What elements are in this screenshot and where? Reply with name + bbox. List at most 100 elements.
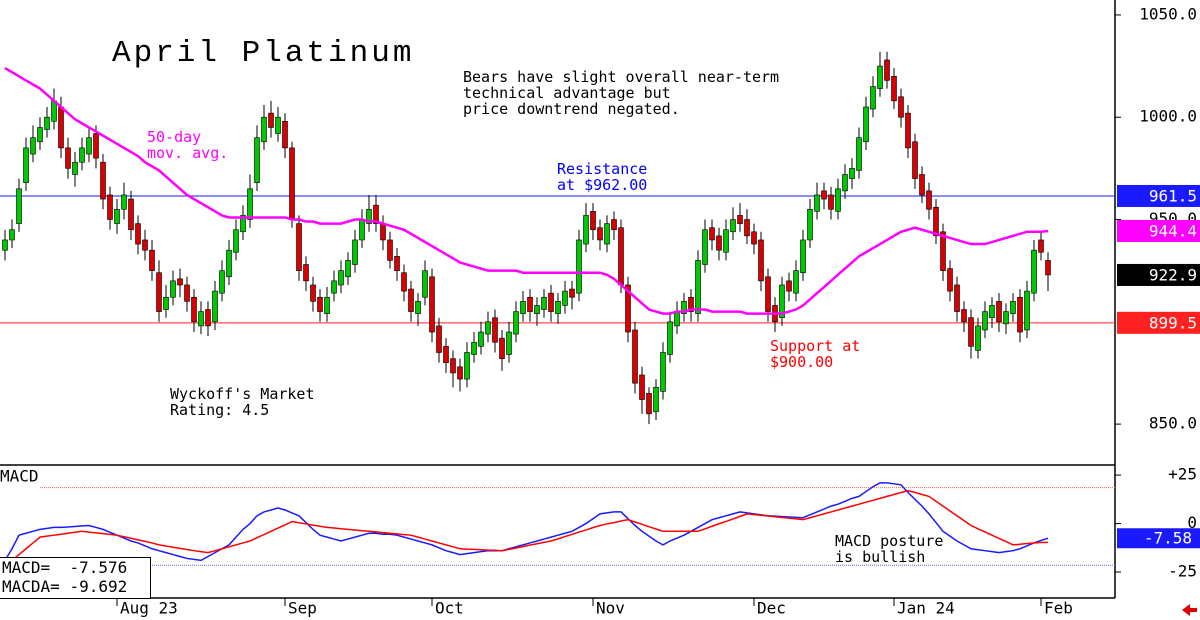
candle-body [527,296,533,312]
candle-body [632,329,638,384]
price-tag-label: 899.5 [1149,313,1197,332]
price-tag [1117,263,1200,286]
candle-body [891,76,897,102]
candle-body [639,374,645,400]
candle-body [359,219,365,241]
candle-body [555,301,561,314]
candle-body [387,239,393,261]
candle-body [163,296,169,310]
candle-body [380,223,386,241]
candle-body [625,284,631,333]
scroll-arrow [1182,604,1197,616]
candle-body [1010,301,1016,314]
legend-name: MACDA= [2,577,60,596]
candle-body [240,215,246,233]
candle-body [16,188,22,224]
candle-body [93,133,99,159]
candle-body [590,211,596,231]
candle-body [807,208,813,241]
candle-body [499,337,505,359]
candle-body [884,59,890,81]
annotation: Rating: 4.5 [170,401,270,419]
annotation: MACD posture [835,532,944,550]
y-tick-label: 1050.0 [1139,4,1197,23]
candle-body [863,106,869,143]
legend-value: -7.576 [69,558,128,577]
y-tick-label: -25 [1168,562,1197,581]
candle-body [443,346,449,364]
x-tick-label: Aug 23 [120,599,178,618]
candle-body [751,231,757,245]
ma-label: 50-day mov. avg. [147,128,229,162]
candle-body [114,208,120,224]
y-tick-label: 1000.0 [1139,107,1197,126]
candle-body [352,239,358,265]
macd-tag-label: -7.58 [1144,529,1192,548]
candle-body [989,305,995,319]
candle-body [79,147,85,163]
price-tag-label: 961.5 [1149,186,1197,205]
candle-body [324,296,330,314]
candle-body [562,290,568,306]
candle-body [492,317,498,343]
candle-body [401,272,407,292]
candle-body [576,239,582,294]
candle-body [142,239,148,251]
candle-body [611,219,617,231]
price-tag-label: 922.9 [1149,265,1197,284]
candle-body [842,174,848,192]
candle-body [156,272,162,312]
candle-body [345,260,351,278]
series-line [4,67,1049,315]
candle-body [800,239,806,273]
candle-body [30,137,36,155]
candle-body [464,352,470,380]
macd-readout: MACD= -7.576 MACDA= -9.692 [0,557,151,599]
candle-body [149,249,155,271]
candle-body [2,239,8,251]
candle-body [450,358,456,374]
candle-body [513,311,519,335]
candle-body [926,190,932,210]
candle-body [100,161,106,200]
candle-body [422,270,428,298]
candle-body [23,147,29,183]
candle-body [541,296,547,310]
candle-body [128,198,134,231]
candle-body [520,301,526,314]
candle-body [1017,296,1023,333]
candle-body [457,366,463,380]
candle-body [870,86,876,110]
candle-body [793,270,799,294]
candle-body [618,227,624,286]
candle-body [177,278,183,286]
candle-body [779,284,785,319]
candle-body [247,188,253,220]
candle-body [723,229,729,253]
candle-body [835,188,841,212]
candle-body [786,280,792,292]
candle-body [275,116,281,134]
candle-body [121,194,127,210]
candle-body [695,260,701,314]
macd-readout-row: MACD= -7.576 [2,558,150,577]
candle-body [534,305,540,314]
candle-body [198,311,204,327]
candle-body [730,219,736,233]
x-tick-label: Dec [757,599,786,618]
series-line [4,482,1049,562]
candle-body [688,296,694,312]
annotation: is bullish [835,548,926,566]
annotation: Bears have slight overall near-term [463,68,780,86]
annotation: technical advantage but [463,84,671,102]
candle-body [261,116,267,143]
candle-body [289,147,295,220]
candle-body [940,231,946,271]
candle-body [765,276,771,312]
candle-body [219,270,225,294]
candle-body [919,174,925,196]
candle-body [233,229,239,253]
candle-body [373,204,379,224]
